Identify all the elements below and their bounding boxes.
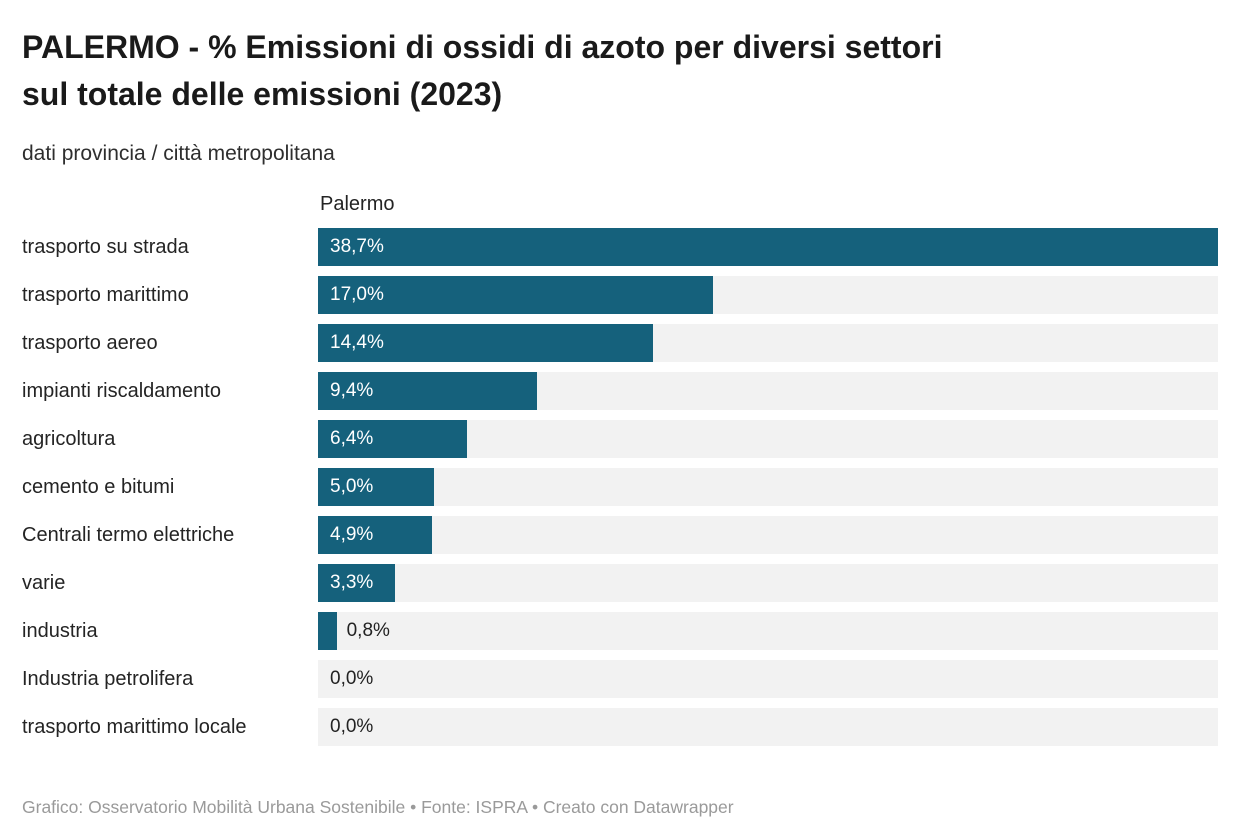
label-column-spacer [22, 193, 318, 216]
chart-attribution: Grafico: Osservatorio Mobilità Urbana So… [22, 797, 734, 817]
bar-track: 0,0% [318, 708, 1218, 746]
chart-row: trasporto marittimo 17,0% [22, 276, 1218, 314]
chart-row: trasporto aereo 14,4% [22, 324, 1218, 362]
bar-track: 4,9% [318, 516, 1218, 554]
chart-row: industria 0,8% [22, 612, 1218, 650]
row-label: trasporto marittimo locale [22, 716, 247, 738]
row-label: trasporto aereo [22, 332, 158, 354]
chart-row: impianti riscaldamento 9,4% [22, 372, 1218, 410]
bar-track: 6,4% [318, 420, 1218, 458]
chart-rows: trasporto su strada 38,7% trasporto maritt… [22, 228, 1218, 746]
bar-track: 0,0% [318, 660, 1218, 698]
bar-track: 3,3% [318, 564, 1218, 602]
row-label: impianti riscaldamento [22, 380, 221, 402]
chart-row: trasporto marittimo locale 0,0% [22, 708, 1218, 746]
chart-container: PALERMO - % Emissioni di ossidi di azoto… [22, 24, 1218, 817]
bar [318, 372, 537, 410]
row-label: cemento e bitumi [22, 476, 175, 498]
value-label: 0,0% [330, 716, 374, 737]
chart-subtitle: dati provincia / città metropolitana [22, 142, 335, 165]
bar-track: 5,0% [318, 468, 1218, 506]
bar-track: 0,8% [318, 612, 1218, 650]
chart-title-line-2: sul totale delle emissioni (2023) [22, 76, 503, 112]
chart-title-line-1: PALERMO - % Emissioni di ossidi di azoto… [22, 29, 943, 65]
value-label: 3,3% [330, 572, 374, 593]
chart-row: cemento e bitumi 5,0% [22, 468, 1218, 506]
bar [318, 516, 432, 554]
bar [318, 420, 467, 458]
value-label: 17,0% [330, 284, 384, 305]
row-label: industria [22, 620, 98, 642]
bar [318, 564, 395, 602]
bar [318, 276, 714, 314]
row-label: Industria petrolifera [22, 668, 194, 690]
column-header-row: Palermo [22, 193, 1218, 216]
bar [318, 228, 1218, 266]
bar [318, 468, 435, 506]
row-label: Centrali termo elettriche [22, 524, 235, 546]
chart-row: Centrali termo elettriche 4,9% [22, 516, 1218, 554]
chart-row: Industria petrolifera 0,0% [22, 660, 1218, 698]
value-label: 6,4% [330, 428, 374, 449]
bar-track: 17,0% [318, 276, 1218, 314]
value-label: 5,0% [330, 476, 374, 497]
row-label: trasporto marittimo [22, 284, 189, 306]
bar-track: 38,7% [318, 228, 1218, 266]
chart-title: PALERMO - % Emissioni di ossidi di azoto… [22, 24, 1218, 118]
column-header: Palermo [320, 193, 395, 215]
row-label: agricoltura [22, 428, 116, 450]
value-label: 4,9% [330, 524, 374, 545]
row-label: trasporto su strada [22, 236, 189, 258]
chart-row: agricoltura 6,4% [22, 420, 1218, 458]
value-label: 0,8% [346, 620, 390, 641]
value-label: 9,4% [330, 380, 374, 401]
bar-chart: Palermo trasporto su strada 38,7% trasport… [22, 193, 1218, 746]
row-label: varie [22, 572, 66, 594]
value-label: 38,7% [330, 236, 384, 257]
chart-row: trasporto su strada 38,7% [22, 228, 1218, 266]
bar [318, 324, 653, 362]
bar-track: 14,4% [318, 324, 1218, 362]
bar [318, 612, 337, 650]
value-label: 0,0% [330, 668, 374, 689]
value-label: 14,4% [330, 332, 384, 353]
bar-track: 9,4% [318, 372, 1218, 410]
chart-row: varie 3,3% [22, 564, 1218, 602]
